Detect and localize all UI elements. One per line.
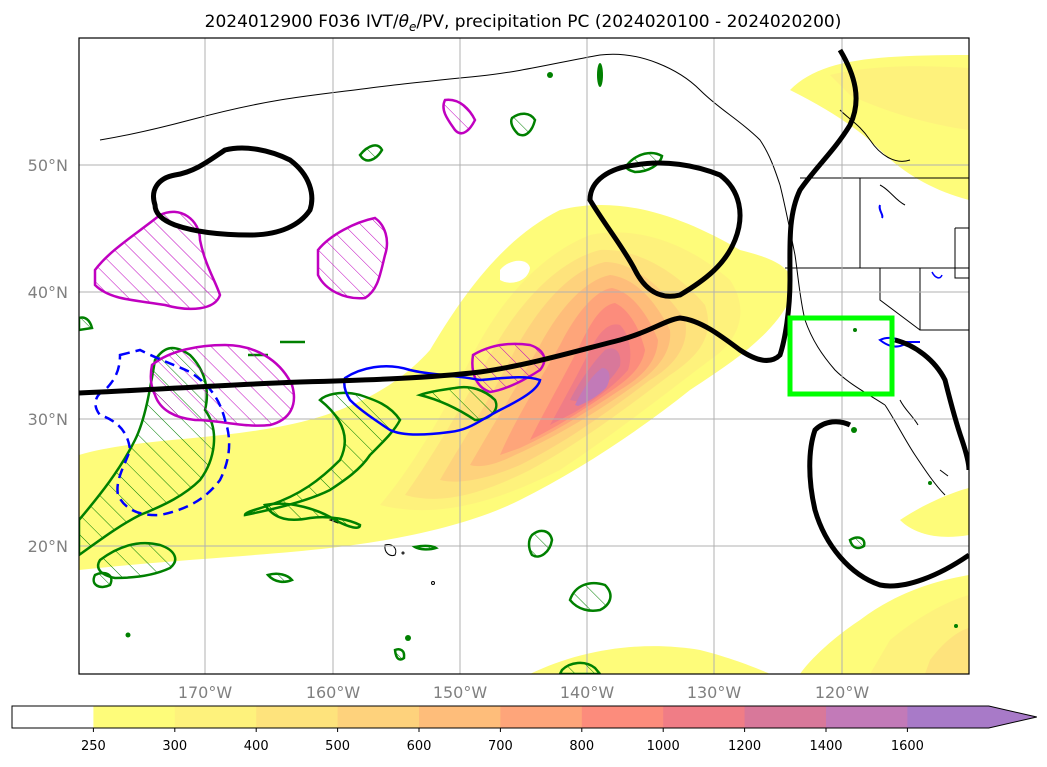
- colorbar-tick-label: 250: [81, 739, 106, 754]
- colorbar-tick-label: 600: [407, 739, 432, 754]
- map-panel: [79, 38, 969, 674]
- colorbar-segment: [663, 706, 746, 728]
- lon-axis: 170°W 160°W 150°W 140°W 130°W 120°W: [178, 683, 870, 702]
- pv-blue: [94, 204, 943, 517]
- colorbar-segment: [93, 706, 176, 728]
- colorbar-segment: [256, 706, 339, 728]
- lat-label: 40°N: [28, 283, 68, 302]
- colorbar-segment: [337, 706, 420, 728]
- plot-title: 2024012900 F036 IVT/θe/PV, precipitation…: [205, 12, 842, 34]
- lat-label: 20°N: [28, 537, 68, 556]
- colorbar-segment: [907, 706, 990, 728]
- colorbar-tick-label: 500: [325, 739, 350, 754]
- theta-e-contours: [79, 48, 969, 589]
- lon-label: 160°W: [306, 683, 361, 702]
- lon-label: 170°W: [178, 683, 233, 702]
- colorbar-labels: 250 300 400 500 600 700 800 1000 1200 1400 1600: [81, 728, 924, 754]
- lon-label: 130°W: [687, 683, 742, 702]
- colorbar-tick-label: 1000: [647, 739, 680, 754]
- lon-label: 150°W: [433, 683, 488, 702]
- colorbar-tick-label: 800: [569, 739, 594, 754]
- colorbar-segment: [500, 706, 583, 728]
- colorbar-outline: [11, 705, 1037, 729]
- colorbar-tick-label: 1400: [809, 739, 842, 754]
- colorbar-tick-label: 1600: [891, 739, 924, 754]
- region-box: [787, 315, 895, 397]
- colorbar-segment: [581, 706, 664, 728]
- colorbar-tick-label: 300: [162, 739, 187, 754]
- colorbar-extend-arrow: [988, 706, 1037, 728]
- lat-label: 50°N: [28, 156, 68, 175]
- lon-label: 120°W: [815, 683, 870, 702]
- colorbar-segment: [12, 706, 94, 728]
- pv-magenta: [93, 98, 546, 427]
- colorbar-tick-label: 1200: [728, 739, 761, 754]
- lat-axis: 50°N 40°N 30°N 20°N: [28, 156, 68, 556]
- colorbar-tick-label: 700: [488, 739, 513, 754]
- lat-label: 30°N: [28, 410, 68, 429]
- colorbar-segment: [744, 706, 827, 728]
- colorbar-tick-label: 400: [244, 739, 269, 754]
- ivt-1400: [575, 368, 610, 406]
- colorbar: [11, 705, 1037, 729]
- map-frame: [78, 37, 970, 675]
- colorbar-segment: [826, 706, 908, 728]
- colorbar-segment: [419, 706, 501, 728]
- lon-label: 140°W: [560, 683, 615, 702]
- colorbar-segment: [174, 706, 257, 728]
- ivt-shading: [79, 55, 969, 674]
